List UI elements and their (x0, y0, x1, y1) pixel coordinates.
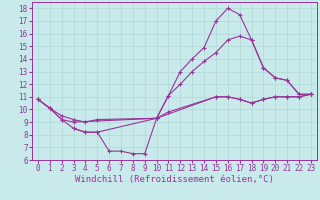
X-axis label: Windchill (Refroidissement éolien,°C): Windchill (Refroidissement éolien,°C) (75, 175, 274, 184)
